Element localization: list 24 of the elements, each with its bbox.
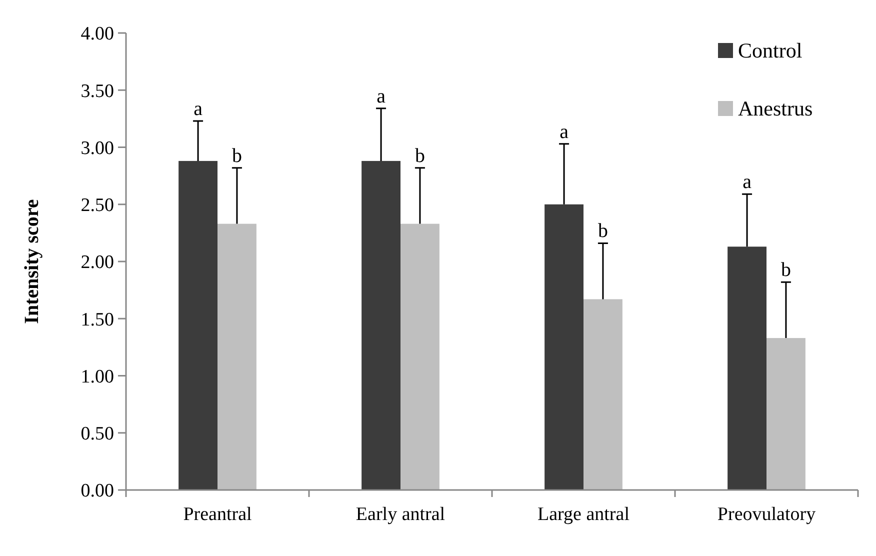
x-tick-label: Preantral — [183, 504, 252, 525]
x-tick-label: Large antral — [538, 504, 630, 525]
x-tick-label: Preovulatory — [717, 504, 816, 525]
y-tick-label: 2.50 — [80, 195, 114, 216]
y-tick-label: 0.50 — [80, 424, 114, 445]
y-tick-label: 1.00 — [80, 366, 114, 388]
annotation: a — [560, 120, 569, 143]
y-tick-label: 0.00 — [80, 480, 114, 502]
y-tick-label: 1.50 — [80, 309, 114, 330]
annotation: a — [376, 85, 386, 108]
annotation: a — [742, 171, 752, 194]
x-tick-label: Early antral — [356, 504, 446, 525]
legend-label: Anestrus — [738, 96, 813, 120]
y-tick-label: 3.00 — [80, 138, 114, 159]
annotation: b — [232, 144, 242, 167]
annotation: b — [598, 220, 608, 242]
annotation: b — [414, 144, 425, 167]
y-tick-label: 2.00 — [80, 252, 114, 274]
annotation: a — [194, 98, 203, 120]
annotation: b — [780, 259, 791, 282]
y-axis-title: Intensity score — [21, 199, 43, 324]
y-tick-label: 4.00 — [80, 24, 114, 45]
legend-label: Control — [738, 38, 802, 62]
y-tick-label: 3.50 — [80, 80, 114, 102]
